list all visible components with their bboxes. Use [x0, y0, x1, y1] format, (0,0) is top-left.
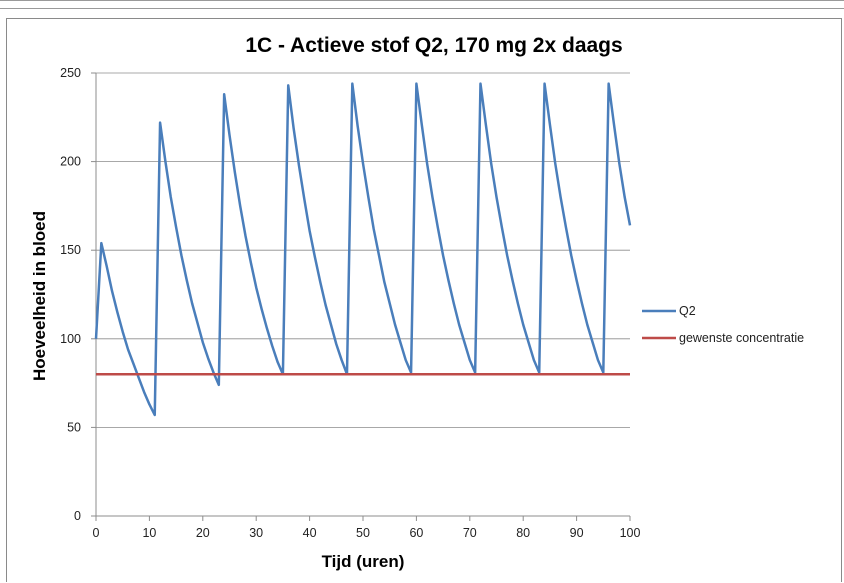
- axes: [91, 72, 631, 521]
- y-tick-label-250: 250: [60, 66, 81, 80]
- y-tick-label-100: 100: [60, 332, 81, 346]
- x-tick-label-40: 40: [303, 526, 317, 540]
- x-tick-labels: 0 10 20 30 40 50 60 70 80 90 100: [93, 526, 641, 540]
- y-tick-label-150: 150: [60, 243, 81, 257]
- x-tick-label-20: 20: [196, 526, 210, 540]
- x-tick-label-50: 50: [356, 526, 370, 540]
- x-axis-title: Tijd (uren): [322, 552, 405, 571]
- x-tick-label-70: 70: [463, 526, 477, 540]
- y-tick-label-0: 0: [74, 509, 81, 523]
- y-tick-labels: 0 50 100 150 200 250: [60, 66, 81, 523]
- x-tick-label-60: 60: [409, 526, 423, 540]
- series-line-q2: [94, 82, 632, 417]
- series-lines: [94, 82, 632, 417]
- y-tick-label-50: 50: [67, 420, 81, 434]
- y-tick-label-200: 200: [60, 155, 81, 169]
- chart-area: [6, 18, 842, 582]
- x-tick-label-80: 80: [516, 526, 530, 540]
- top-divider-2: [0, 8, 844, 9]
- x-tick-label-30: 30: [249, 526, 263, 540]
- x-tick-label-100: 100: [620, 526, 641, 540]
- x-tick-label-90: 90: [570, 526, 584, 540]
- x-tick-label-0: 0: [93, 526, 100, 540]
- legend-label-q2: Q2: [679, 304, 696, 318]
- y-axis-title: Hoeveelheid in bloed: [30, 211, 49, 381]
- top-divider: [0, 0, 844, 1]
- legend: Q2 gewenste concentratie: [642, 304, 804, 345]
- x-tick-label-10: 10: [142, 526, 156, 540]
- legend-label-gewenste-concentratie: gewenste concentratie: [679, 331, 804, 345]
- chart-title: 1C - Actieve stof Q2, 170 mg 2x daags: [245, 34, 622, 57]
